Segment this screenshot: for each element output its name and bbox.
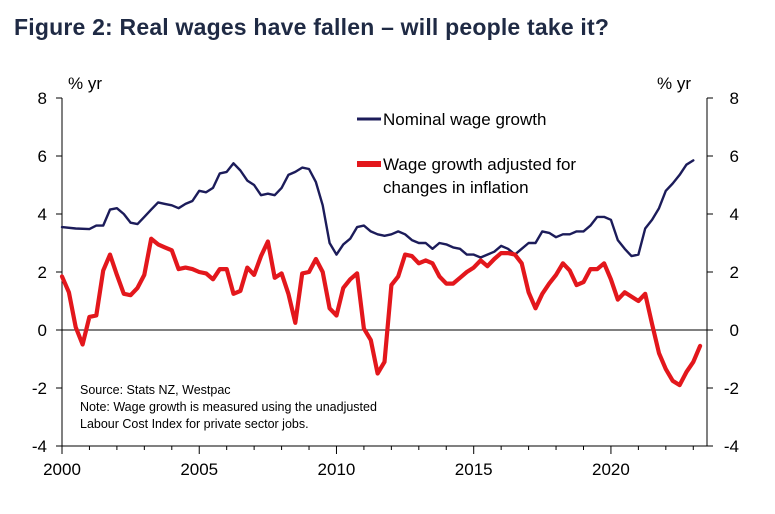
y-tick-label-right: 4 [730, 205, 739, 224]
note-source: Source: Stats NZ, Westpac [80, 383, 231, 397]
y-tick-label-right: 8 [730, 89, 739, 108]
x-tick-label: 2020 [592, 460, 630, 479]
legend-nominal-label: Nominal wage growth [383, 110, 546, 129]
x-tick-label: 2010 [318, 460, 356, 479]
y-tick-label-left: 0 [38, 321, 47, 340]
legend-real-label-line2: changes in inflation [383, 178, 529, 197]
x-tick-label: 2005 [180, 460, 218, 479]
y-tick-label-left: 4 [38, 205, 47, 224]
y-tick-label-left: -2 [32, 379, 47, 398]
note-line-2: Labour Cost Index for private sector job… [80, 417, 309, 431]
figure-title: Figure 2: Real wages have fallen – will … [14, 14, 610, 40]
y-tick-label-left: 2 [38, 263, 47, 282]
right-axis-unit: % yr [657, 74, 691, 93]
legend-real-label: Wage growth adjusted for [383, 155, 576, 174]
x-tick-label: 2015 [455, 460, 493, 479]
note-line-1: Note: Wage growth is measured using the … [80, 400, 377, 414]
y-tick-label-left: 8 [38, 89, 47, 108]
left-axis-unit: % yr [68, 74, 102, 93]
y-tick-label-left: -4 [32, 437, 47, 456]
y-tick-label-right: 0 [730, 321, 739, 340]
nominal-wage-growth-line [60, 159, 695, 259]
y-tick-label-right: -2 [724, 379, 739, 398]
real-wage-growth-line [59, 236, 703, 388]
y-tick-label-left: 6 [38, 147, 47, 166]
y-tick-label-right: -4 [724, 437, 739, 456]
y-tick-label-right: 6 [730, 147, 739, 166]
x-tick-label: 2000 [43, 460, 81, 479]
y-tick-label-right: 2 [730, 263, 739, 282]
